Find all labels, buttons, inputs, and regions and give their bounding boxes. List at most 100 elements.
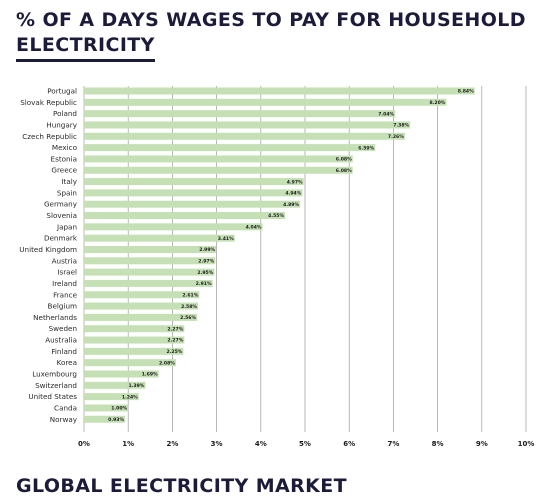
bar bbox=[84, 189, 303, 197]
bar bbox=[84, 313, 198, 321]
bar bbox=[84, 121, 411, 129]
category-label: Hungary bbox=[46, 120, 77, 129]
bar bbox=[84, 291, 200, 299]
data-label: 2.95% bbox=[197, 270, 213, 276]
category-label: Luxembourg bbox=[32, 370, 77, 379]
x-tick-label: 7% bbox=[387, 440, 399, 448]
category-label: Korea bbox=[57, 358, 77, 367]
bar bbox=[84, 415, 126, 423]
data-label: 7.26% bbox=[388, 134, 404, 140]
x-tick-label: 8% bbox=[432, 440, 444, 448]
category-label: Switzerland bbox=[35, 381, 77, 390]
chart-title-line-2: ELECTRICITY bbox=[16, 33, 155, 62]
data-label: 7.38% bbox=[393, 123, 409, 129]
bar bbox=[84, 155, 353, 163]
category-label: Israel bbox=[57, 268, 77, 277]
category-label: Portugal bbox=[47, 87, 77, 96]
bar bbox=[84, 336, 185, 344]
data-label: 2.56% bbox=[180, 315, 196, 321]
category-label: Ireland bbox=[52, 279, 77, 288]
data-label: 2.58% bbox=[181, 304, 197, 310]
bar bbox=[84, 132, 405, 140]
bar bbox=[84, 212, 286, 220]
data-label: 6.08% bbox=[336, 157, 352, 163]
bar bbox=[84, 245, 217, 253]
bar bbox=[84, 347, 184, 355]
bar bbox=[84, 359, 176, 367]
category-label: United States bbox=[28, 392, 77, 401]
category-label: United Kingdom bbox=[19, 245, 77, 254]
category-label: Greece bbox=[51, 166, 77, 175]
bar bbox=[84, 144, 376, 152]
chart-title: % OF A DAYS WAGES TO PAY FOR HOUSEHOLD E… bbox=[16, 8, 526, 62]
x-tick-label: 4% bbox=[255, 440, 267, 448]
category-label: Slovak Republic bbox=[20, 98, 77, 107]
data-label: 4.94% bbox=[285, 191, 301, 197]
bar bbox=[84, 178, 304, 186]
data-label: 1.69% bbox=[142, 372, 158, 378]
bar bbox=[84, 325, 185, 333]
x-tick-label: 6% bbox=[343, 440, 355, 448]
data-label: 8.20% bbox=[429, 100, 445, 106]
data-label: 2.91% bbox=[196, 281, 212, 287]
x-tick-label: 0% bbox=[78, 440, 90, 448]
bar bbox=[84, 200, 301, 208]
data-label: 2.61% bbox=[182, 292, 198, 298]
section-heading: GLOBAL ELECTRICITY MARKET bbox=[16, 475, 348, 497]
category-label: France bbox=[53, 290, 77, 299]
category-label: Germany bbox=[44, 200, 78, 209]
category-label: Slovenia bbox=[46, 211, 77, 220]
bar bbox=[84, 110, 396, 118]
category-label: Japan bbox=[56, 222, 77, 231]
data-label: 6.08% bbox=[336, 168, 352, 174]
bar bbox=[84, 404, 129, 412]
bar bbox=[84, 87, 475, 95]
bar bbox=[84, 279, 213, 287]
category-label: Italy bbox=[61, 177, 77, 186]
data-label: 0.93% bbox=[108, 417, 124, 423]
bar bbox=[84, 381, 146, 389]
category-label: Australia bbox=[45, 336, 77, 345]
x-tick-label: 2% bbox=[166, 440, 178, 448]
category-label: Czech Republic bbox=[22, 132, 77, 141]
bar bbox=[84, 257, 216, 265]
x-tick-label: 9% bbox=[476, 440, 488, 448]
bar bbox=[84, 223, 263, 231]
bar-chart: Portugal 8.84% Slovak Republic 8.20% Poland 7… bbox=[19, 86, 535, 448]
x-tick-label: 5% bbox=[299, 440, 311, 448]
bar bbox=[84, 98, 447, 106]
category-label: Spain bbox=[57, 188, 77, 197]
data-label: 4.04% bbox=[246, 225, 262, 231]
data-label: 2.27% bbox=[167, 338, 183, 344]
data-label: 1.39% bbox=[128, 383, 144, 389]
category-label: Belgium bbox=[48, 302, 77, 311]
category-label: Estonia bbox=[51, 154, 77, 163]
bar bbox=[84, 268, 215, 276]
category-label: Finland bbox=[51, 347, 77, 356]
bar bbox=[84, 393, 139, 401]
category-label: Poland bbox=[53, 109, 77, 118]
x-tick-label: 1% bbox=[122, 440, 134, 448]
data-label: 4.89% bbox=[283, 202, 299, 208]
bar bbox=[84, 166, 353, 174]
data-label: 6.59% bbox=[358, 145, 374, 151]
data-label: 2.97% bbox=[198, 259, 214, 265]
x-tick-label: 3% bbox=[211, 440, 223, 448]
data-label: 2.08% bbox=[159, 360, 175, 366]
data-label: 7.04% bbox=[378, 111, 394, 117]
data-label: 2.99% bbox=[199, 247, 215, 253]
category-label: Sweden bbox=[49, 324, 77, 333]
category-label: Austria bbox=[52, 256, 77, 265]
bar bbox=[84, 234, 235, 242]
data-label: 1.24% bbox=[122, 394, 138, 400]
category-label: Norway bbox=[50, 415, 78, 424]
data-label: 4.55% bbox=[268, 213, 284, 219]
data-label: 3.41% bbox=[218, 236, 234, 242]
data-label: 4.97% bbox=[287, 179, 303, 185]
data-label: 2.27% bbox=[167, 326, 183, 332]
data-label: 8.84% bbox=[458, 89, 474, 95]
category-label: Mexico bbox=[52, 143, 77, 152]
x-tick-label: 10% bbox=[518, 440, 535, 448]
category-label: Canda bbox=[54, 403, 77, 412]
category-label: Denmark bbox=[44, 234, 78, 243]
